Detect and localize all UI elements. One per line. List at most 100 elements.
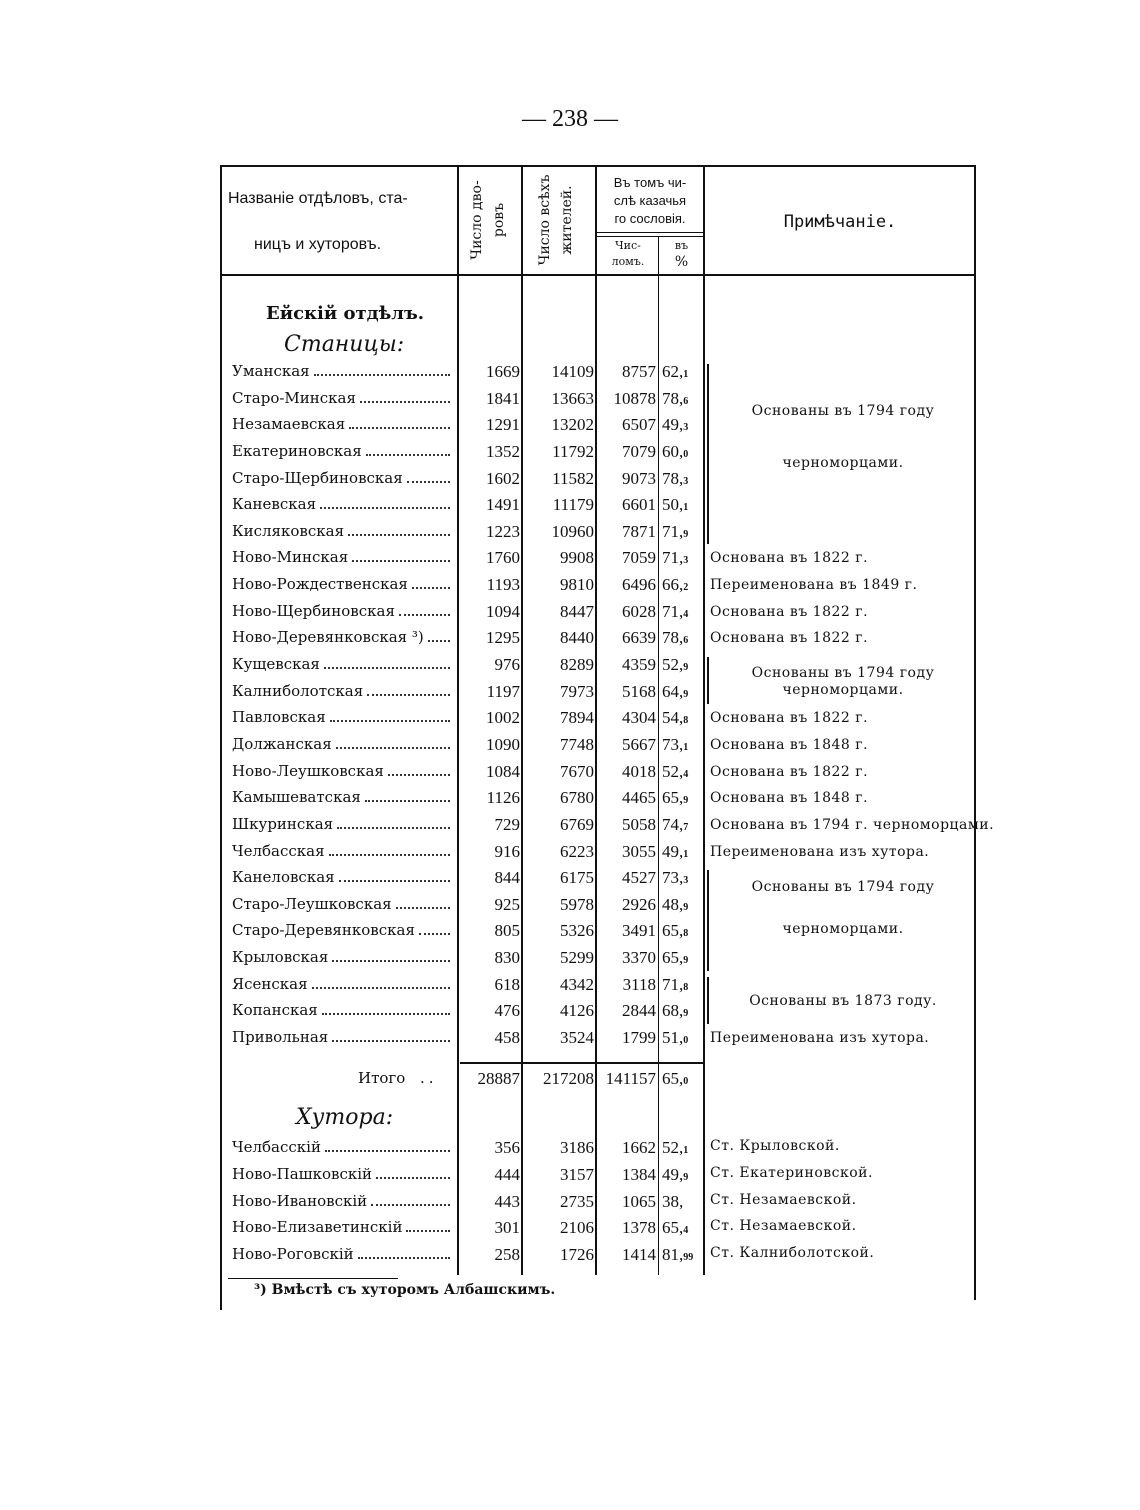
pct-cell: 78,6	[662, 628, 702, 648]
inhabitants-cell: 10960	[551, 521, 595, 541]
row-name: Ново-Пашковскій	[232, 1165, 450, 1183]
row-note: Ст. Екатериновской.	[710, 1164, 873, 1181]
header-name-line2: ницъ и хуторовъ.	[254, 236, 382, 253]
row-name: Ясенская	[232, 975, 450, 993]
row-name-text: Ново-Деревянковская ³)	[232, 628, 424, 647]
pct-int: 65,	[662, 1069, 684, 1088]
note-text: Переименована изъ хутора.	[710, 1030, 930, 1046]
households-cell: 258	[494, 1245, 521, 1264]
total-inhabitants: 217208	[543, 1069, 594, 1088]
pct-dec: 6	[683, 635, 689, 647]
households-cell: 925	[494, 894, 521, 914]
households-cell: 618	[494, 974, 521, 994]
dot-leader	[387, 773, 450, 776]
pct-cell: 68,9	[662, 1001, 702, 1021]
dot-leader	[349, 427, 450, 430]
row-name: Челбасскій	[232, 1138, 450, 1156]
dot-leader	[398, 613, 450, 616]
subheader-rule	[597, 232, 703, 233]
dot-leader	[359, 400, 450, 403]
row-name-text: Ново-Елизаветинскій	[232, 1218, 403, 1237]
pct-int: 62,	[662, 362, 684, 381]
pct-dec: 9	[683, 901, 689, 913]
households-cell: 444	[494, 1164, 521, 1184]
row-name: Каневская	[232, 495, 450, 513]
row-name-text: Старо-Минская	[232, 388, 356, 407]
cossacks-cell: 1065	[622, 1191, 656, 1211]
table-row: Челбасскій 356 3186 1662 52,1 Ст. Крылов…	[0, 1138, 1140, 1162]
inhabitants-cell: 3186	[560, 1138, 594, 1157]
cossacks-cell: 4018	[622, 761, 656, 781]
col-divider	[521, 165, 523, 1275]
cossacks-cell: 5667	[622, 734, 656, 754]
households-cell: 443	[494, 1191, 521, 1211]
brace-icon	[707, 976, 715, 1024]
table-row: Привольная 458 3524 1799 51,0	[0, 1028, 1140, 1052]
pct-dec: 9	[683, 688, 689, 700]
pct-int: 52,	[662, 655, 684, 675]
note-text: Переименована въ 1849 г.	[710, 577, 918, 594]
total-label: Итого	[358, 1069, 406, 1087]
cossacks-cell: 1662	[622, 1138, 656, 1157]
brace-icon	[707, 364, 715, 545]
cossacks-cell: 3118	[622, 974, 656, 994]
pct-int: 65,	[662, 921, 684, 941]
note-text: Основана въ 1822 г.	[710, 763, 869, 780]
header-inhabitants-line: Число всѣхъ	[537, 174, 553, 266]
header-cossack-count: Чис- ломъ.	[598, 238, 658, 270]
cossacks-cell: 10878	[613, 388, 657, 408]
inhabitants-cell: 6780	[560, 788, 594, 808]
table-row: Екатериновская 1352 11792 7079 60,0	[0, 442, 1140, 466]
pct-int: 65,	[662, 788, 684, 808]
row-name-text: Незамаевская	[232, 415, 346, 434]
households-cell: 1291	[486, 415, 520, 435]
dot-leader	[338, 880, 450, 883]
row-name: Старо-Леушковская	[232, 895, 450, 913]
col-divider	[658, 236, 659, 1275]
row-name: Ново-Деревянковская ³)	[232, 628, 450, 646]
inhabitants-cell: 2735	[560, 1191, 594, 1211]
inhabitants-cell: 13202	[551, 415, 595, 435]
total-leader: ..	[420, 1069, 438, 1087]
row-name: Крыловская	[232, 948, 450, 966]
row-name: Ново-Щербиновская	[232, 602, 450, 620]
pct-cell: 64,9	[662, 682, 702, 702]
dot-leader	[406, 1230, 450, 1233]
table-row: Ново-Роговскій 258 1726 1414 81,99 Ст. К…	[0, 1245, 1140, 1269]
row-name: Кисляковская	[232, 522, 450, 540]
dot-leader	[324, 1150, 450, 1152]
row-name-text: Ново-Рождественская	[232, 575, 408, 594]
inhabitants-cell: 7670	[560, 761, 594, 781]
row-name: Ново-Рождественская	[232, 575, 450, 593]
inhabitants-cell: 8289	[560, 655, 594, 675]
pct-int: 81,	[662, 1245, 684, 1264]
row-name: Ново-Леушковская	[232, 762, 450, 780]
note-text: Основана въ 1848 г.	[710, 736, 869, 753]
row-name: Уманская	[232, 362, 450, 380]
row-note: Ст. Крыловской.	[710, 1138, 840, 1154]
inhabitants-cell: 9810	[560, 575, 594, 595]
pct-int: 74,	[662, 814, 684, 834]
row-name: Челбасская	[232, 842, 450, 860]
inhabitants-cell: 4342	[560, 974, 594, 994]
households-cell: 1491	[486, 495, 520, 515]
row-name-text: Канеловская	[232, 868, 335, 887]
inhabitants-cell: 3524	[560, 1028, 594, 1047]
pct-cell: 78,3	[662, 469, 702, 489]
table-row: Кисляковская 1223 10960 7871 71,9	[0, 522, 1140, 546]
table-row: Кущевская 976 8289 4359 52,9	[0, 655, 1140, 679]
cossacks-cell: 6601	[622, 495, 656, 515]
row-name: Копанская	[232, 1001, 450, 1019]
col-divider	[703, 165, 705, 1275]
row-name: Ново-Елизаветинскій	[232, 1218, 450, 1236]
inhabitants-cell: 7748	[560, 734, 594, 754]
row-name-text: Шкуринская	[232, 814, 334, 833]
row-note: Ст. Незамаевской.	[710, 1191, 857, 1208]
header-inhabitants: Число всѣхъ жителей.	[534, 164, 578, 276]
pct-dec: 3	[683, 422, 689, 434]
header-cossack-line: Въ томъ чи-	[613, 175, 687, 190]
header-pct-line: въ	[674, 239, 689, 252]
dot-leader	[395, 906, 450, 909]
row-name: Должанская	[232, 735, 450, 753]
table-row: Копанская 476 4126 2844 68,9	[0, 1001, 1140, 1025]
